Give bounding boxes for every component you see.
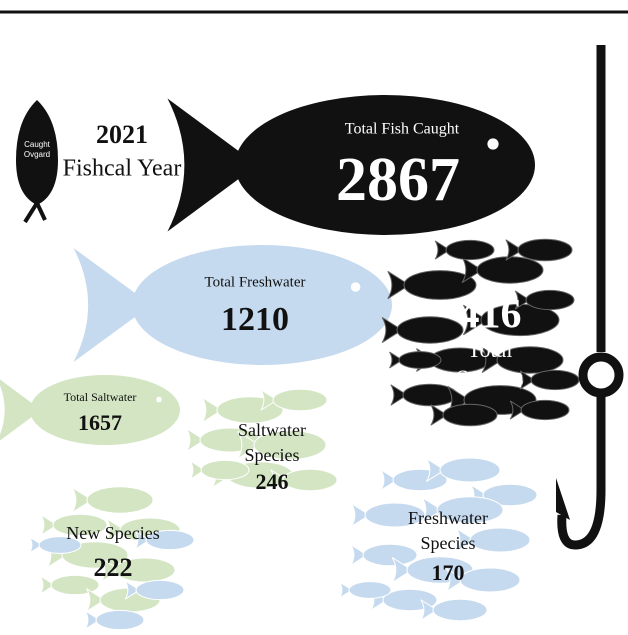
fish-body xyxy=(283,469,337,491)
stat-label: Total Saltwater xyxy=(64,390,137,404)
fish-body xyxy=(446,240,494,259)
fish-body xyxy=(273,389,327,411)
fish-body xyxy=(460,568,520,592)
header-title: Fishcal Year xyxy=(63,156,182,182)
stat-label: Saltwater xyxy=(238,420,306,440)
fish-eye xyxy=(156,397,162,403)
fish-body xyxy=(201,460,249,479)
logo-tail xyxy=(25,203,45,222)
fish-body xyxy=(87,487,153,513)
stat-value: 2867 xyxy=(336,146,460,214)
fish-body xyxy=(526,290,574,309)
fish-body xyxy=(399,352,441,369)
stat-value: 246 xyxy=(256,469,289,494)
stat-label: Species xyxy=(245,445,300,465)
fish-body xyxy=(440,458,500,482)
stat-value: 170 xyxy=(432,560,465,585)
fish-eye xyxy=(351,282,361,292)
page: {"logo": {"line1": "Caught", "line2": "O… xyxy=(0,0,628,635)
year: 2021 xyxy=(96,120,148,149)
stat-label: Freshwater xyxy=(408,508,488,528)
fish-body xyxy=(349,582,391,599)
stat-label: Total Fish Caught xyxy=(345,121,460,138)
fish-body xyxy=(433,599,487,621)
fish-body xyxy=(443,404,497,426)
fish-body xyxy=(531,370,579,389)
logo-text: Caught xyxy=(24,140,51,149)
logo-text: Ovgard xyxy=(24,150,50,159)
fish-body xyxy=(518,239,572,261)
logo: Caught Ovgard xyxy=(16,100,58,222)
infographic: Caught Ovgard 2021 Fishcal Year Total Fi… xyxy=(0,0,628,635)
fish-body xyxy=(477,257,543,283)
stat-value: 416 xyxy=(459,292,522,338)
stat-label: Species xyxy=(421,533,476,553)
stat-value: 222 xyxy=(94,553,133,582)
stat-label: Total Freshwater xyxy=(204,274,305,290)
fish-body xyxy=(397,317,463,343)
fish-body xyxy=(96,610,144,629)
stat-label: Species xyxy=(456,365,523,390)
fish-body xyxy=(470,528,530,552)
fish-body xyxy=(363,544,417,566)
hook-bend xyxy=(562,395,601,545)
fish-eye xyxy=(487,138,498,149)
stat-value: 1210 xyxy=(221,301,289,338)
hook-eye xyxy=(583,357,619,393)
stat-value: 1657 xyxy=(78,410,122,435)
fish-body xyxy=(521,400,569,419)
fish-body xyxy=(136,580,184,599)
stat-label: Total xyxy=(468,337,513,362)
hook-barb xyxy=(556,478,570,520)
stat-label: New Species xyxy=(66,523,159,543)
